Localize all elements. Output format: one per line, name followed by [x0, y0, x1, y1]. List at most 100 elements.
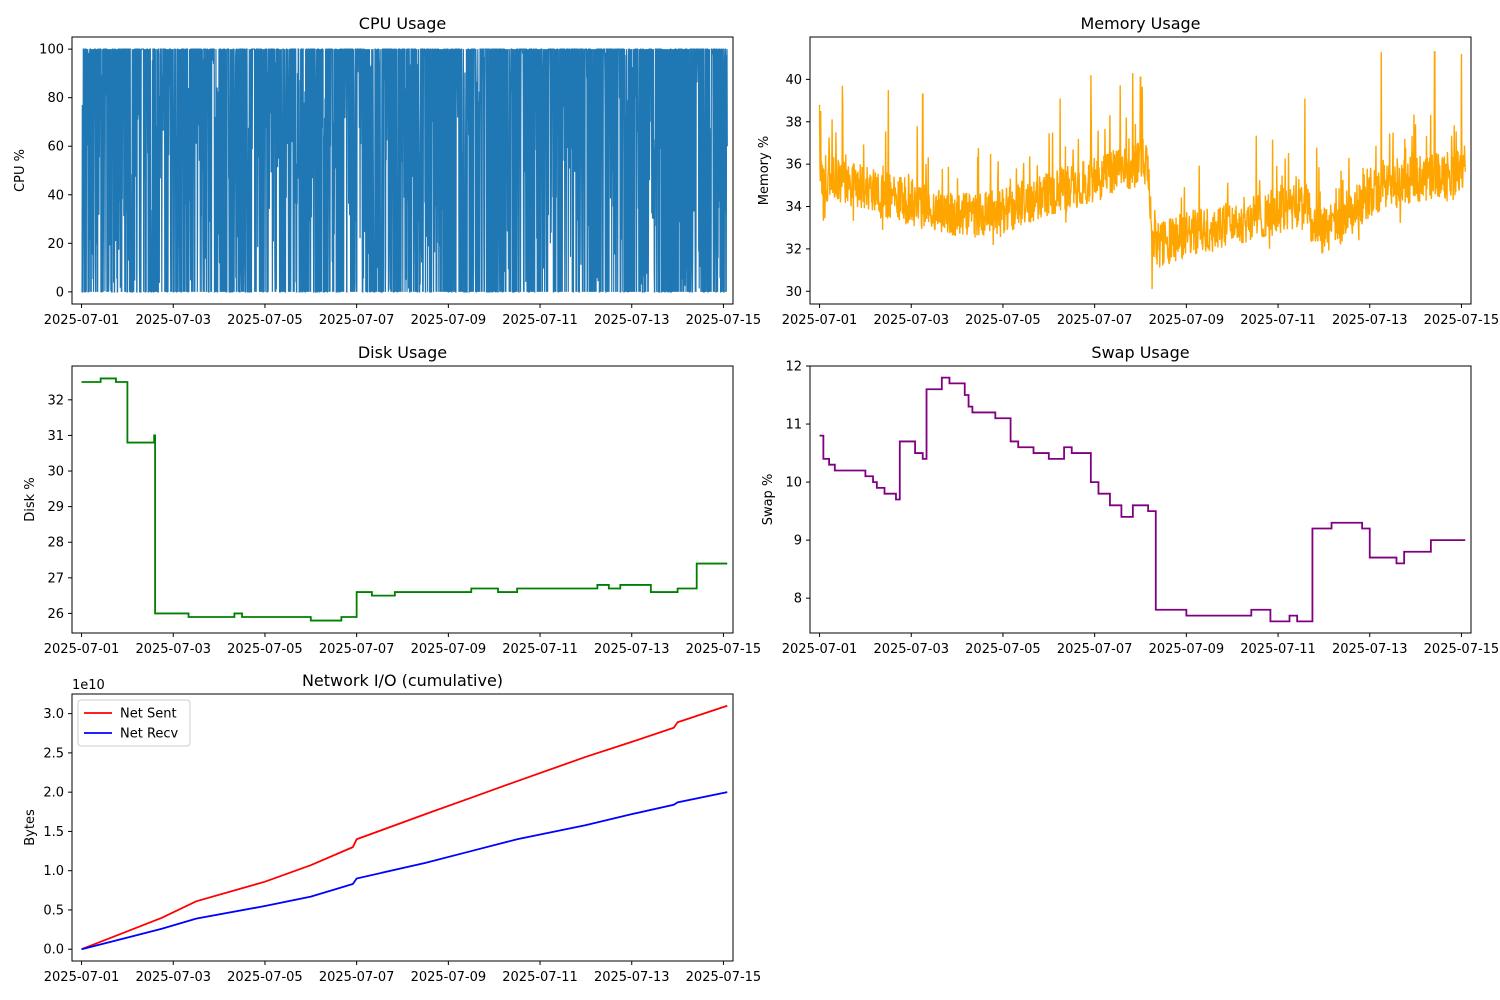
- cpu-ytick-label: 100: [39, 43, 64, 58]
- network-ylabel: Bytes: [23, 809, 38, 846]
- disk-axes-frame: [71, 365, 734, 634]
- cpu-ytick-label: 80: [47, 91, 64, 106]
- memory-ylabel: Memory %: [757, 136, 772, 205]
- disk-xtick-label: 2025-07-11: [502, 642, 578, 657]
- disk-title: Disk Usage: [358, 343, 447, 362]
- disk-xtick-label: 2025-07-03: [135, 642, 211, 657]
- network-ytick-label: 2.0: [43, 786, 64, 801]
- disk-xtick-label: 2025-07-01: [44, 642, 120, 657]
- memory-ytick-label: 38: [785, 115, 802, 130]
- network-xtick-label: 2025-07-05: [227, 970, 303, 985]
- swap-xtick-label: 2025-07-01: [782, 642, 858, 657]
- memory-series-line: [818, 51, 1466, 290]
- swap-chart: Swap Usage 2025-07-01 2025-07-03 2025-07-05…: [761, 343, 1499, 657]
- memory-xtick-label: 2025-07-11: [1240, 313, 1316, 328]
- network-chart: Network I/O (cumulative) 2025-07-01 2025-0…: [23, 671, 761, 985]
- cpu-xtick-label: 2025-07-07: [319, 313, 395, 328]
- swap-axes-frame: [809, 365, 1472, 634]
- disk-series-line: [81, 377, 728, 622]
- network-ytick-label: 2.5: [43, 746, 64, 761]
- cpu-xtick-label: 2025-07-09: [411, 313, 487, 328]
- swap-ytick-label: 12: [785, 360, 802, 375]
- cpu-ytick-label: 0: [56, 285, 64, 300]
- swap-xtick-label: 2025-07-09: [1149, 642, 1225, 657]
- memory-ytick-label: 30: [785, 285, 802, 300]
- disk-ytick-label: 28: [47, 536, 64, 551]
- memory-plot-area: [818, 51, 1466, 290]
- swap-ylabel: Swap %: [761, 474, 776, 526]
- cpu-xtick-label: 2025-07-13: [594, 313, 670, 328]
- swap-ytick-label: 9: [794, 534, 802, 549]
- legend-box: [77, 699, 191, 747]
- memory-xtick-label: 2025-07-01: [782, 313, 858, 328]
- network-series-recv-line: [81, 791, 728, 951]
- cpu-ylabel: CPU %: [13, 149, 28, 192]
- network-xtick-label: 2025-07-13: [594, 970, 670, 985]
- memory-ytick-label: 40: [785, 73, 802, 88]
- cpu-ytick-label: 40: [47, 188, 64, 203]
- disk-ytick-label: 30: [47, 465, 64, 480]
- network-offset-text: 1e10: [72, 678, 105, 693]
- cpu-title: CPU Usage: [359, 14, 446, 33]
- network-xtick-label: 2025-07-11: [502, 970, 578, 985]
- disk-ylabel: Disk %: [23, 477, 38, 521]
- swap-ytick-label: 11: [785, 418, 802, 433]
- swap-xtick-label: 2025-07-07: [1057, 642, 1133, 657]
- memory-ytick-label: 32: [785, 242, 802, 257]
- swap-plot-area: [819, 376, 1466, 623]
- cpu-xtick-label: 2025-07-11: [502, 313, 578, 328]
- memory-xtick-label: 2025-07-07: [1057, 313, 1133, 328]
- swap-ytick-label: 8: [794, 592, 802, 607]
- swap-xtick-label: 2025-07-05: [965, 642, 1041, 657]
- memory-xtick-label: 2025-07-05: [965, 313, 1041, 328]
- legend-label-recv: Net Recv: [120, 727, 179, 742]
- cpu-plot-area: [81, 48, 728, 293]
- network-ytick-label: 1.5: [43, 825, 64, 840]
- swap-xtick-label: 2025-07-11: [1240, 642, 1316, 657]
- network-ytick-label: 0.5: [43, 903, 64, 918]
- network-axes-frame: [71, 693, 734, 962]
- disk-ytick-label: 27: [47, 571, 64, 586]
- memory-ytick-label: 36: [785, 158, 802, 173]
- cpu-ytick-label: 20: [47, 237, 64, 252]
- disk-ytick-label: 32: [47, 393, 64, 408]
- network-xtick-label: 2025-07-09: [411, 970, 487, 985]
- cpu-xtick-label: 2025-07-03: [135, 313, 211, 328]
- disk-xtick-label: 2025-07-05: [227, 642, 303, 657]
- network-xtick-label: 2025-07-01: [44, 970, 120, 985]
- swap-xtick-label: 2025-07-15: [1424, 642, 1500, 657]
- memory-ytick-label: 34: [785, 200, 802, 215]
- network-ytick-label: 3.0: [43, 707, 64, 722]
- network-plot-area: [81, 704, 728, 951]
- disk-plot-area: [81, 377, 728, 622]
- disk-xtick-label: 2025-07-07: [319, 642, 395, 657]
- network-xtick-label: 2025-07-03: [135, 970, 211, 985]
- network-ytick-label: 0.0: [43, 943, 64, 958]
- swap-series-line: [819, 376, 1466, 623]
- memory-axes-frame: [809, 36, 1472, 305]
- memory-xtick-label: 2025-07-09: [1149, 313, 1225, 328]
- cpu-xtick-label: 2025-07-15: [686, 313, 762, 328]
- swap-xtick-label: 2025-07-13: [1332, 642, 1408, 657]
- swap-xtick-label: 2025-07-03: [873, 642, 949, 657]
- memory-xtick-label: 2025-07-13: [1332, 313, 1408, 328]
- disk-chart: Disk Usage 2025-07-01 2025-07-03 2025-07-05…: [23, 343, 761, 657]
- disk-xtick-label: 2025-07-09: [411, 642, 487, 657]
- memory-xtick-label: 2025-07-15: [1424, 313, 1500, 328]
- network-title: Network I/O (cumulative): [302, 671, 503, 690]
- network-legend: Net Sent Net Recv: [77, 699, 191, 747]
- legend-label-sent: Net Sent: [120, 707, 177, 722]
- swap-title: Swap Usage: [1091, 343, 1189, 362]
- disk-xtick-label: 2025-07-15: [686, 642, 762, 657]
- cpu-xtick-label: 2025-07-01: [44, 313, 120, 328]
- disk-ytick-label: 31: [47, 429, 64, 444]
- cpu-chart: CPU Usage 2025-07-01 2025-07-03 2025-07-05 2…: [13, 14, 761, 328]
- disk-ytick-label: 26: [47, 607, 64, 622]
- disk-ytick-label: 29: [47, 500, 64, 515]
- memory-xtick-label: 2025-07-03: [873, 313, 949, 328]
- cpu-ytick-label: 60: [47, 140, 64, 155]
- cpu-axes-frame: [71, 36, 734, 305]
- cpu-series-line: [81, 48, 728, 293]
- disk-xtick-label: 2025-07-13: [594, 642, 670, 657]
